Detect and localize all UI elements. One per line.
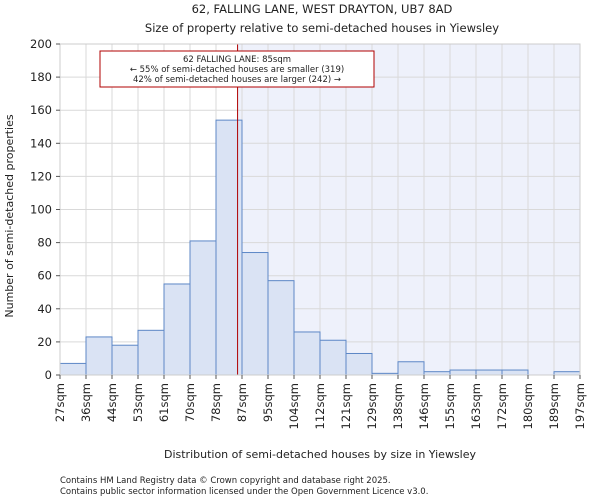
x-tick-label-112sqm: 112sqm <box>313 383 327 429</box>
bar-138sqm <box>397 361 425 376</box>
y-tick-label-80: 80 <box>37 236 52 250</box>
bar-70sqm <box>189 240 217 376</box>
bar-36sqm <box>85 336 113 376</box>
bar-172sqm <box>501 369 529 376</box>
x-tick-label-155sqm: 155sqm <box>443 383 457 429</box>
annotation-line-3: 42% of semi-detached houses are larger (… <box>133 75 341 85</box>
x-tick-label-44sqm: 44sqm <box>105 383 119 422</box>
x-tick-label-104sqm: 104sqm <box>287 383 301 429</box>
y-axis-ticks: 0 20 40 60 80 100 120 140 160 180 200 <box>30 37 60 382</box>
annotation-box: 62 FALLING LANE: 85sqm ← 55% of semi-det… <box>99 50 375 88</box>
x-tick-label-70sqm: 70sqm <box>183 383 197 422</box>
x-tick-label-87sqm: 87sqm <box>235 383 249 422</box>
x-axis-ticks: 27sqm 36sqm 44sqm 53sqm 61sqm 70sqm 78sqm 87sqm… <box>53 375 587 429</box>
bar-104sqm <box>293 331 321 376</box>
y-tick-label-200: 200 <box>30 37 52 51</box>
x-tick-label-27sqm: 27sqm <box>53 383 67 422</box>
y-tick-label-20: 20 <box>37 335 52 349</box>
annotation-border <box>99 50 375 88</box>
bar-87sqm <box>241 252 269 376</box>
x-tick-label-78sqm: 78sqm <box>209 383 223 422</box>
x-tick-label-138sqm: 138sqm <box>391 383 405 429</box>
chart-subtitle: Size of property relative to semi-detach… <box>145 21 499 35</box>
bar-112sqm <box>319 339 347 376</box>
footer-line-2: Contains public sector information licen… <box>60 487 428 497</box>
annotation-line-1: 62 FALLING LANE: 85sqm <box>183 55 291 65</box>
x-axis-label: Distribution of semi-detached houses by … <box>164 448 477 461</box>
bar-27sqm <box>59 362 87 376</box>
y-tick-label-60: 60 <box>37 269 52 283</box>
y-tick-label-40: 40 <box>37 302 52 316</box>
x-tick-label-172sqm: 172sqm <box>495 383 509 429</box>
x-tick-label-36sqm: 36sqm <box>79 383 93 422</box>
x-tick-label-61sqm: 61sqm <box>157 383 171 422</box>
y-tick-label-100: 100 <box>30 203 52 217</box>
bar-61sqm <box>163 283 191 376</box>
bar-95sqm <box>267 280 295 376</box>
x-tick-label-53sqm: 53sqm <box>131 383 145 422</box>
x-tick-label-146sqm: 146sqm <box>417 383 431 429</box>
bar-121sqm <box>345 352 373 376</box>
bar-53sqm <box>137 329 165 376</box>
x-tick-label-163sqm: 163sqm <box>469 383 483 429</box>
bar-163sqm <box>475 369 503 376</box>
x-tick-label-121sqm: 121sqm <box>339 383 353 429</box>
bar-78sqm <box>215 119 243 376</box>
x-tick-label-197sqm: 197sqm <box>573 383 587 429</box>
footer-line-1: Contains HM Land Registry data © Crown c… <box>60 476 391 486</box>
y-tick-label-0: 0 <box>45 368 52 382</box>
y-tick-label-180: 180 <box>30 70 52 84</box>
grid-lines <box>59 43 581 376</box>
x-tick-label-189sqm: 189sqm <box>547 383 561 429</box>
bar-44sqm <box>111 344 139 376</box>
chart-title: 62, FALLING LANE, WEST DRAYTON, UB7 8AD <box>192 2 453 16</box>
y-tick-label-160: 160 <box>30 103 52 117</box>
x-tick-label-129sqm: 129sqm <box>365 383 379 429</box>
bar-155sqm <box>449 369 477 376</box>
annotation-line-2: ← 55% of semi-detached houses are smalle… <box>130 65 344 75</box>
x-tick-label-180sqm: 180sqm <box>521 383 535 429</box>
y-tick-label-140: 140 <box>30 136 52 150</box>
y-axis-label: Number of semi-detached properties <box>3 114 16 317</box>
x-tick-label-95sqm: 95sqm <box>261 383 275 422</box>
y-tick-label-120: 120 <box>30 169 52 183</box>
